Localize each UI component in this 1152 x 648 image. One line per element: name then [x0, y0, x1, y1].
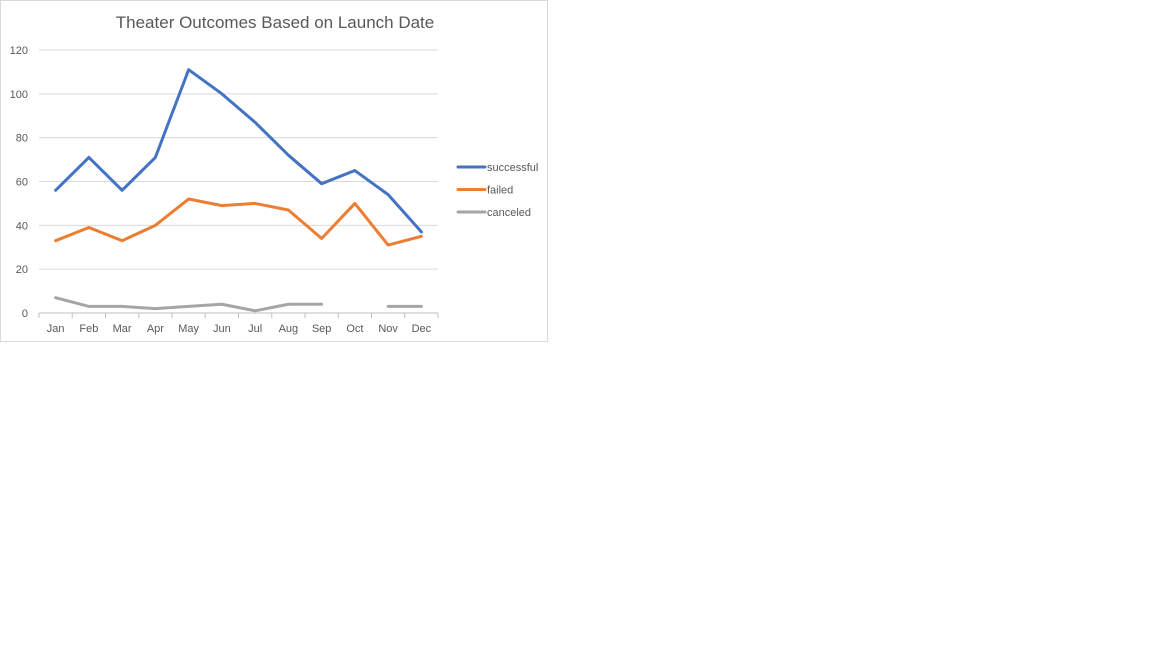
data-point-failed-mar: [121, 239, 124, 242]
legend: successful failed canceled: [456, 162, 538, 219]
x-tick-label: Nov: [378, 323, 398, 335]
y-tick-label: 20: [16, 264, 28, 276]
data-point-canceled-dec: [420, 305, 423, 308]
x-tick-label: Feb: [79, 323, 98, 335]
x-tick-label: Aug: [279, 323, 299, 335]
x-tick-label: Oct: [346, 323, 363, 335]
x-tick-label: Apr: [147, 323, 164, 335]
series-line-successful: [54, 68, 423, 234]
gridlines: [39, 49, 438, 270]
x-tick-label: Mar: [113, 323, 132, 335]
data-point-canceled-may: [187, 305, 190, 308]
series-lines: [54, 68, 423, 313]
data-point-failed-aug: [287, 208, 290, 211]
data-point-successful-may: [187, 68, 190, 71]
data-point-failed-sep: [320, 237, 323, 240]
data-point-failed-jan: [54, 239, 57, 242]
legend-label-failed: failed: [487, 185, 513, 197]
data-point-successful-sep: [320, 182, 323, 185]
data-point-failed-apr: [154, 224, 157, 227]
x-tick-label: Jul: [248, 323, 262, 335]
chart-title: Theater Outcomes Based on Launch Date: [116, 13, 434, 32]
data-point-canceled-feb: [87, 305, 90, 308]
data-point-canceled-apr: [154, 307, 157, 310]
data-point-failed-dec: [420, 235, 423, 238]
y-tick-label: 60: [16, 177, 28, 189]
data-point-successful-jan: [54, 189, 57, 192]
data-point-canceled-aug: [287, 303, 290, 306]
legend-label-successful: successful: [487, 162, 538, 174]
data-point-failed-feb: [87, 226, 90, 229]
y-tick-label: 120: [10, 45, 28, 57]
y-tick-label: 40: [16, 220, 28, 232]
data-point-failed-nov: [387, 244, 390, 247]
data-point-successful-aug: [287, 154, 290, 157]
data-point-canceled-jan: [54, 296, 57, 299]
x-tick-label: May: [178, 323, 199, 335]
data-point-canceled-sep: [320, 303, 323, 306]
y-tick-label: 80: [16, 133, 28, 145]
data-point-failed-jul: [254, 202, 257, 205]
data-point-successful-feb: [87, 156, 90, 159]
data-point-failed-jun: [220, 204, 223, 207]
data-point-canceled-jun: [220, 303, 223, 306]
data-point-successful-mar: [121, 189, 124, 192]
x-tick-label: Dec: [412, 323, 432, 335]
series-line-canceled-segment-1: [54, 296, 324, 313]
data-point-successful-oct: [353, 169, 356, 172]
legend-label-canceled: canceled: [487, 207, 531, 219]
data-point-successful-jun: [220, 92, 223, 95]
series-line-failed: [54, 197, 423, 247]
x-tick-label: Jun: [213, 323, 231, 335]
data-point-canceled-nov: [387, 305, 390, 308]
data-point-successful-apr: [154, 156, 157, 159]
chart-frame: Theater Outcomes Based on Launch Date 0 2…: [0, 0, 548, 342]
axes: 0 20 40 60 80 100 120 Jan Feb Mar Apr May Jun Jul Aug S…: [10, 45, 439, 335]
data-point-failed-may: [187, 198, 190, 201]
x-tick-label: Jan: [47, 323, 65, 335]
data-point-canceled-mar: [121, 305, 124, 308]
data-point-successful-dec: [420, 230, 423, 233]
line-chart: Theater Outcomes Based on Launch Date 0 2…: [10, 13, 539, 335]
y-tick-label: 100: [10, 89, 28, 101]
data-point-successful-jul: [254, 121, 257, 124]
x-tick-label: Sep: [312, 323, 332, 335]
data-point-successful-nov: [387, 193, 390, 196]
data-point-failed-oct: [353, 202, 356, 205]
data-point-canceled-jul: [254, 309, 257, 312]
y-tick-label: 0: [22, 308, 28, 320]
